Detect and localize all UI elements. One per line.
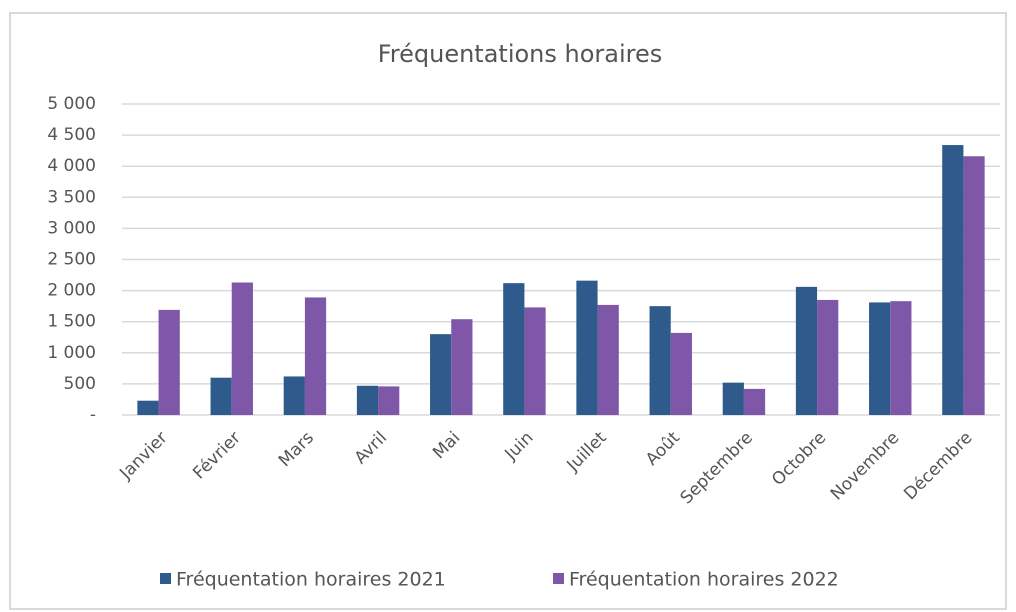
bar <box>576 280 598 415</box>
bar <box>942 145 964 415</box>
y-tick-label: 3 500 <box>47 187 96 207</box>
y-tick-label: 2 500 <box>47 250 96 270</box>
bar <box>524 307 546 415</box>
bar <box>649 306 671 415</box>
legend-swatch <box>160 573 171 584</box>
y-tick-label: 4 000 <box>47 156 96 176</box>
y-tick-label: - <box>90 405 96 425</box>
y-tick-label: 1 000 <box>47 343 96 363</box>
bar <box>817 299 839 415</box>
bar <box>231 282 253 415</box>
bar <box>670 332 692 415</box>
y-tick-label: 4 500 <box>47 125 96 145</box>
bar <box>378 386 400 415</box>
bar <box>597 304 619 415</box>
bar <box>137 400 159 415</box>
bar <box>795 286 818 415</box>
bar <box>869 302 891 415</box>
bar <box>722 382 744 415</box>
legend-label: Fréquentation horaires 2022 <box>569 569 839 591</box>
bar <box>503 283 525 415</box>
legend-label: Fréquentation horaires 2021 <box>176 569 446 591</box>
bar <box>356 385 379 415</box>
bar <box>430 334 452 415</box>
bar <box>963 156 985 416</box>
bar <box>304 297 327 415</box>
bar <box>451 319 473 415</box>
bar <box>158 309 180 415</box>
y-tick-label: 500 <box>64 374 96 394</box>
bar <box>890 301 912 415</box>
bar <box>283 376 305 415</box>
bar <box>210 377 232 415</box>
y-tick-label: 1 500 <box>47 312 96 332</box>
chart-title: Fréquentations horaires <box>378 40 663 68</box>
y-tick-label: 3 000 <box>47 218 96 238</box>
y-tick-label: 2 000 <box>47 281 96 301</box>
legend-swatch <box>553 573 564 584</box>
y-tick-label: 5 000 <box>47 94 96 114</box>
bar <box>743 388 766 415</box>
